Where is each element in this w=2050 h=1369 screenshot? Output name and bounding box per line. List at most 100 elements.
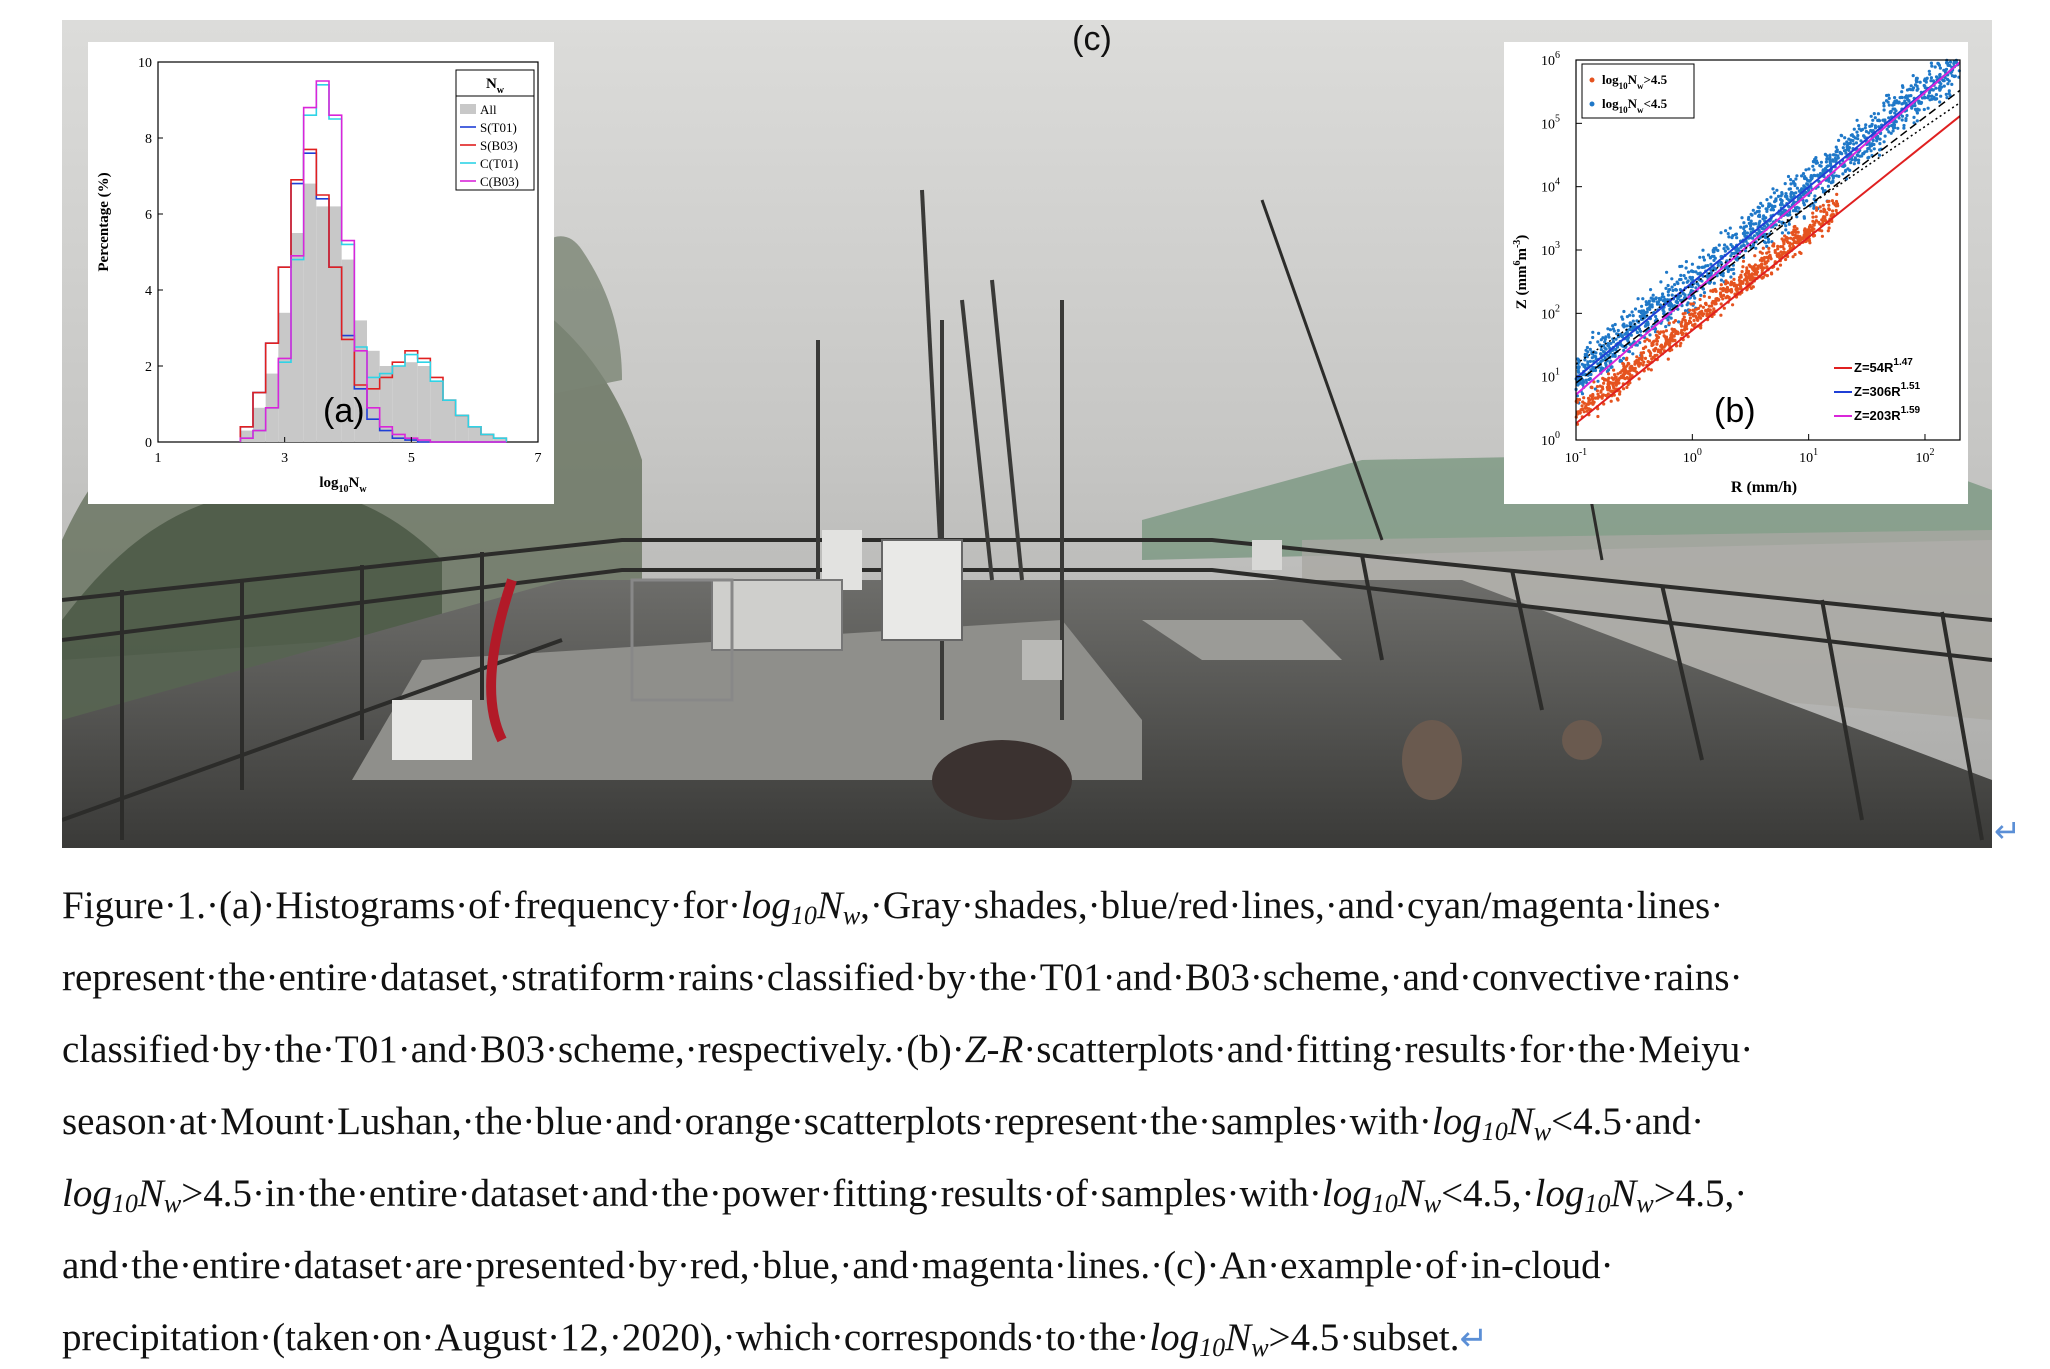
- scatter-point: [1794, 209, 1798, 213]
- scatter-point: [1662, 334, 1666, 338]
- scatter-point: [1761, 275, 1765, 279]
- scatter-point: [1721, 289, 1725, 293]
- scatter-point: [1765, 274, 1769, 278]
- scatter-point: [1741, 265, 1745, 269]
- scatter-point: [1719, 291, 1723, 295]
- legend-label: log10Nw>4.5: [1602, 72, 1668, 91]
- scatter-point: [1580, 362, 1584, 366]
- scatter-point: [1622, 373, 1626, 377]
- scatter-point: [1745, 280, 1749, 284]
- scatter-point: [1580, 407, 1585, 412]
- scatter-point: [1875, 139, 1879, 143]
- panel-a-histogram: 1 3 5 7 0 2 4 6 8 10 Nw All S(T01) S(B03) C(T01) C(B03…: [88, 42, 554, 504]
- scatter-point: [1647, 302, 1651, 306]
- scatter-point: [1590, 397, 1594, 401]
- scatter-point: [1586, 396, 1591, 400]
- fit-legend-label: Z=306R1.51: [1854, 381, 1921, 399]
- scatter-point: [1778, 263, 1783, 267]
- scatter-point: [1873, 124, 1877, 128]
- scatter-point: [1603, 337, 1607, 341]
- histogram-xtick-label: 5: [408, 451, 415, 466]
- scatter-point: [1751, 208, 1755, 212]
- scatter-point: [1628, 372, 1632, 376]
- scatter-point: [1831, 179, 1835, 183]
- scatter-point: [1751, 285, 1755, 289]
- scatter-point: [1699, 326, 1703, 330]
- scatter-point: [1642, 360, 1646, 364]
- histogram-line-c-t01-: [239, 84, 508, 442]
- scatter-point: [1928, 98, 1932, 102]
- scatter-point: [1739, 273, 1743, 277]
- legend-label: S(B03): [480, 138, 518, 153]
- scatter-point: [1655, 353, 1659, 357]
- scatter-point: [1674, 344, 1679, 348]
- scatter-point: [1814, 215, 1818, 219]
- scatter-point: [1670, 285, 1674, 289]
- scatter-point: [1835, 148, 1839, 152]
- scatter-point: [1577, 358, 1581, 362]
- scatter-point: [1886, 93, 1891, 97]
- scatter-point: [1592, 380, 1596, 384]
- scatter-point: [1869, 114, 1873, 118]
- scatter-point: [1784, 224, 1788, 228]
- scatter-point: [1808, 241, 1812, 245]
- scatter-point: [1745, 268, 1749, 272]
- scatter-point: [1613, 322, 1617, 327]
- histogram-ylabel: Percentage (%): [96, 172, 112, 271]
- scatter-point: [1641, 297, 1645, 301]
- scatter-point: [1803, 185, 1807, 189]
- scatter-point: [1638, 341, 1642, 345]
- scatter-point: [1928, 72, 1932, 76]
- scatter-point: [1802, 203, 1806, 207]
- scatter-point: [1871, 118, 1875, 122]
- scatter-chart: 10-1 100 101 102 100 101 102 103 104 105 106 log10…: [1512, 50, 1961, 496]
- scatter-ytick-label: 105: [1541, 113, 1560, 132]
- scatter-point: [1926, 106, 1930, 110]
- scatter-point: [1803, 227, 1807, 231]
- scatter-point: [1656, 348, 1661, 352]
- scatter-point: [1659, 330, 1663, 334]
- scatter-point: [1807, 225, 1812, 229]
- scatter-point: [1688, 312, 1692, 317]
- scatter-point: [1789, 194, 1793, 199]
- scatter-point: [1649, 288, 1653, 292]
- scatter-point: [1678, 344, 1682, 348]
- scatter-point: [1710, 304, 1714, 308]
- scatter-point: [1708, 274, 1712, 278]
- scatter-point: [1877, 153, 1882, 157]
- scatter-point: [1855, 130, 1859, 134]
- scatter-point: [1684, 321, 1688, 326]
- scatter-point: [1742, 232, 1746, 236]
- scatter-point: [1606, 333, 1611, 337]
- scatter-point: [1724, 289, 1728, 294]
- scatter-point: [1801, 193, 1805, 197]
- scatter-point: [1633, 307, 1638, 311]
- scatter-point: [1732, 277, 1736, 281]
- scatter-point: [1729, 254, 1733, 258]
- scatter-point: [1652, 339, 1657, 343]
- scatter-point: [1946, 82, 1950, 86]
- scatter-point: [1836, 204, 1840, 208]
- scatter-point: [1811, 159, 1815, 164]
- scatter-point: [1810, 225, 1814, 230]
- scatter-point: [1717, 298, 1721, 302]
- scatter-point: [1626, 338, 1630, 342]
- panel-b-scatter: 10-1 100 101 102 100 101 102 103 104 105 106 log10…: [1504, 42, 1968, 504]
- scatter-point: [1677, 320, 1681, 324]
- scatter-point: [1911, 88, 1915, 92]
- scatter-point: [1841, 164, 1846, 169]
- scatter-point: [1805, 199, 1809, 203]
- legend-label: S(T01): [480, 120, 517, 135]
- scatter-ytick-label: 106: [1541, 50, 1560, 69]
- scatter-point: [1678, 288, 1682, 292]
- scatter-point: [1716, 263, 1720, 268]
- scatter-point: [1765, 209, 1769, 213]
- scatter-xtick-label: 100: [1683, 447, 1702, 466]
- scatter-point: [1783, 194, 1787, 198]
- scatter-point: [1704, 302, 1708, 307]
- scatter-point: [1576, 382, 1580, 386]
- scatter-point: [1745, 266, 1749, 270]
- scatter-point: [1789, 178, 1793, 182]
- scatter-point: [1847, 137, 1851, 141]
- scatter-point: [1772, 244, 1776, 248]
